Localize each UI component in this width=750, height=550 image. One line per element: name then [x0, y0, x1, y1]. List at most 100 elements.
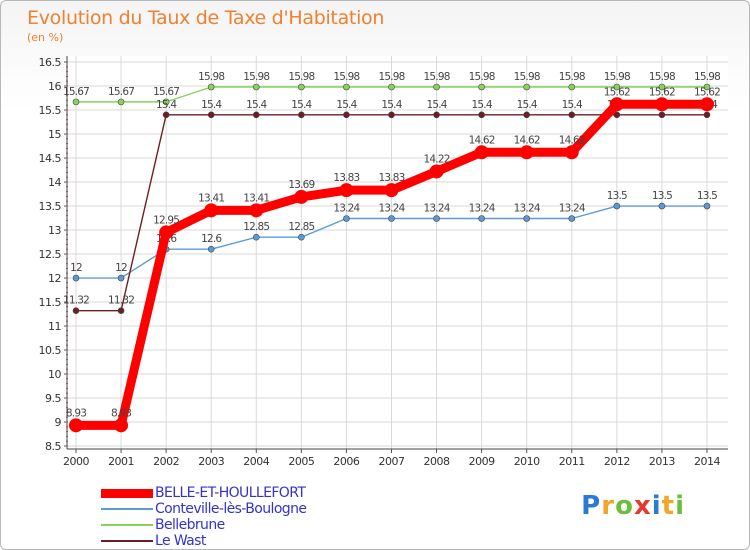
logo-letter: i [675, 491, 685, 521]
data-label: 13.5 [697, 190, 717, 202]
legend-label: Le Wast [155, 533, 206, 549]
x-tick-label: 2007 [378, 455, 404, 468]
data-label: 13.41 [198, 192, 224, 204]
data-label: 15.67 [153, 86, 179, 98]
data-point [207, 245, 215, 253]
data-label: 13.24 [469, 203, 496, 215]
data-label: 15.4 [381, 99, 402, 111]
data-label: 13.83 [333, 172, 359, 184]
data-label: 11.32 [108, 295, 134, 307]
data-point [207, 83, 215, 91]
legend-label: Bellebrune [155, 517, 225, 533]
data-label: 15.4 [336, 99, 357, 111]
data-label: 15.98 [424, 71, 450, 83]
data-point [69, 418, 83, 433]
data-point [343, 111, 350, 119]
logo-letter: P [581, 491, 602, 521]
y-tick-label: 13 [48, 224, 61, 237]
data-point [609, 97, 624, 112]
y-tick-label: 14.5 [39, 152, 62, 165]
data-point [478, 83, 485, 91]
logo-letter: o [615, 491, 634, 521]
data-point [433, 215, 440, 222]
data-label: 13.24 [559, 203, 586, 215]
data-point [298, 111, 305, 119]
data-label: 14.22 [424, 153, 450, 165]
data-label: 15.4 [291, 99, 312, 111]
data-label: 15.4 [246, 99, 267, 111]
data-point [703, 83, 711, 91]
legend-item: Bellebrune [101, 517, 306, 533]
legend-label: Conteville-lès-Boulogne [155, 501, 307, 517]
data-label: 13.69 [288, 179, 314, 191]
x-tick-label: 2004 [243, 455, 269, 468]
data-point [654, 97, 669, 112]
data-point [294, 189, 309, 204]
data-label: 15.98 [559, 71, 585, 83]
data-point [703, 202, 711, 210]
data-label: 15.98 [604, 71, 630, 83]
data-label: 14.62 [514, 134, 540, 146]
data-point [204, 203, 219, 218]
data-point [339, 183, 354, 198]
data-label: 12.85 [288, 221, 314, 233]
data-point [568, 83, 576, 91]
data-label: 12.6 [201, 233, 222, 245]
legend-swatch [101, 508, 153, 510]
legend-item: Le Wast [101, 533, 306, 549]
data-label: 15.98 [514, 71, 540, 83]
data-point [519, 145, 534, 160]
data-point [433, 111, 440, 119]
legend-label: BELLE-ET-HOULLEFORT [155, 485, 306, 501]
data-label: 15.4 [562, 99, 583, 111]
data-label: 14.62 [469, 134, 495, 146]
data-label: 11.32 [63, 295, 89, 307]
x-tick-label: 2014 [694, 455, 720, 468]
logo-letter: r [601, 491, 616, 521]
data-point [298, 233, 305, 241]
data-point [343, 83, 350, 91]
x-tick-label: 2002 [153, 455, 179, 468]
x-tick-label: 2010 [514, 455, 540, 468]
data-label: 12 [115, 262, 127, 274]
data-label: 13.83 [378, 172, 404, 184]
x-tick-label: 2013 [649, 455, 675, 468]
data-point [658, 83, 666, 91]
data-point [613, 111, 621, 119]
data-point [117, 307, 125, 314]
legend-swatch [101, 540, 153, 542]
data-point [523, 111, 531, 119]
data-point [613, 83, 621, 91]
y-tick-label: 12.5 [39, 248, 62, 261]
legend-item: Conteville-lès-Boulogne [101, 501, 307, 517]
x-tick-label: 2000 [63, 455, 89, 468]
legend-swatch [101, 488, 153, 498]
y-tick-label: 9 [55, 416, 62, 429]
data-label: 8.93 [66, 407, 86, 419]
data-point [117, 98, 125, 106]
data-point [207, 111, 215, 119]
y-tick-label: 16 [48, 80, 61, 93]
data-point [429, 164, 444, 179]
proxiti-logo: Proxiti [581, 491, 685, 521]
x-tick-label: 2009 [469, 455, 495, 468]
data-label: 15.98 [694, 71, 720, 83]
data-point [699, 97, 714, 112]
data-label: 15.62 [649, 86, 675, 98]
data-label: 15.4 [156, 99, 177, 111]
data-label: 15.67 [108, 86, 134, 98]
x-tick-label: 2003 [198, 455, 224, 468]
y-tick-label: 11 [48, 320, 61, 333]
y-tick-label: 8.5 [45, 440, 61, 453]
data-point [523, 83, 531, 91]
data-point [249, 203, 264, 218]
y-tick-label: 14 [48, 176, 61, 189]
data-point [72, 98, 80, 106]
data-point [433, 83, 440, 91]
y-tick-label: 9.5 [45, 392, 61, 405]
x-tick-label: 2008 [424, 455, 450, 468]
data-label: 8.93 [111, 407, 131, 419]
data-point [568, 111, 576, 119]
data-point [252, 233, 260, 241]
